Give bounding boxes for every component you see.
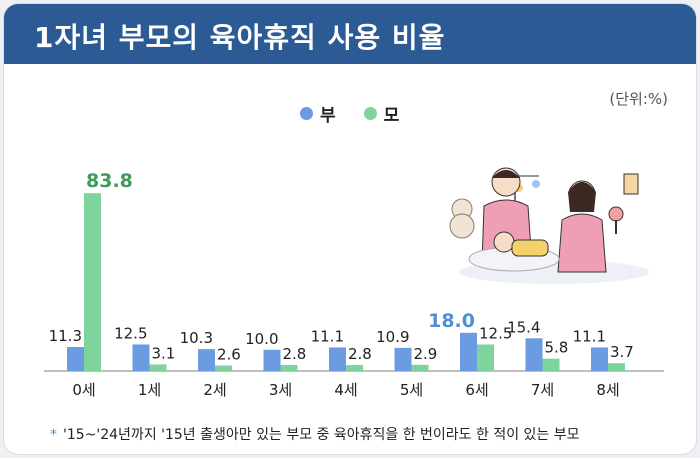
- x-tick-label-2: 2세: [203, 381, 226, 399]
- value-label-father-2: 10.3: [180, 329, 213, 347]
- value-label-mother-0: 83.8: [86, 170, 133, 192]
- value-label-mother-4: 2.8: [348, 345, 372, 363]
- x-tick-label-3: 3세: [269, 381, 292, 399]
- bar-father-6: [460, 332, 477, 371]
- bar-mother-5: [411, 364, 429, 371]
- footnote: * '15~'24년까지 '15년 출생아만 있는 부모 중 육아휴직을 한 번이…: [50, 424, 580, 444]
- value-label-mother-7: 5.8: [545, 339, 569, 357]
- bar-mother-8: [608, 363, 625, 371]
- bar-father-4: [329, 347, 346, 371]
- bar-father-3: [263, 349, 281, 371]
- bar-chart: 11.3 83.8 0세 12.5 3.1 1세 10.32.6 2세 10.0 2.8 3세 11.…: [44, 170, 664, 399]
- legend-label-mother: 모: [383, 106, 400, 126]
- legend-item-mother: 모: [363, 101, 400, 126]
- legend-item-father: 부: [300, 101, 336, 126]
- x-tick-label-1: 1세: [138, 381, 161, 399]
- footnote-text: '15~'24년까지 '15년 출생아만 있는 부모 중 육아휴직을 한 번이라…: [63, 427, 580, 443]
- chart-title: 1자녀 부모의 육아휴직 사용 비율: [34, 21, 446, 54]
- value-label-mother-8: 3.7: [610, 343, 634, 361]
- value-label-mother-6: 12.5: [479, 324, 512, 342]
- x-tick-label-8: 8세: [596, 381, 619, 399]
- value-label-father-3: 10.0: [245, 330, 278, 348]
- x-tick-label-6: 6세: [465, 381, 488, 399]
- bar-mother-6: [477, 344, 494, 371]
- value-label-mother-5: 2.9: [414, 345, 438, 363]
- legend-label-father: 부: [320, 106, 336, 126]
- x-tick-label-7: 7세: [531, 381, 554, 399]
- bar-father-0: [67, 347, 84, 371]
- value-label-father-0: 11.3: [49, 327, 82, 345]
- bar-father-1: [132, 344, 150, 371]
- x-tick-label-0: 0세: [72, 381, 95, 399]
- bar-father-8: [591, 347, 608, 371]
- footnote-marker: *: [50, 427, 57, 443]
- unit-label: (단위:%): [609, 90, 668, 108]
- bar-mother-2: [215, 365, 232, 371]
- value-label-father-6: 18.0: [428, 310, 475, 332]
- title-banner: 1자녀 부모의 육아휴직 사용 비율: [4, 4, 696, 64]
- value-label-father-4: 11.1: [311, 327, 344, 345]
- x-tick-label-4: 4세: [334, 381, 357, 399]
- bar-mother-1: [149, 364, 167, 371]
- legend-swatch-mother: [363, 107, 377, 120]
- bar-mother-0: [84, 193, 101, 371]
- legend: 부 모: [300, 101, 417, 126]
- bar-father-5: [394, 347, 412, 371]
- bar-mother-4: [346, 365, 363, 371]
- bar-father-7: [525, 338, 543, 371]
- bar-mother-7: [542, 358, 560, 371]
- value-label-mother-1: 3.1: [152, 344, 176, 362]
- bar-mother-3: [280, 365, 298, 371]
- infographic-card: 1자녀 부모의 육아휴직 사용 비율 (단위:%) 부 모 1: [4, 4, 696, 454]
- value-label-mother-3: 2.8: [283, 345, 307, 363]
- value-label-father-7: 15.4: [507, 318, 540, 336]
- value-label-father-8: 11.1: [573, 327, 606, 345]
- legend-swatch-father: [300, 107, 313, 120]
- value-label-father-1: 12.5: [114, 324, 147, 342]
- value-label-father-5: 10.9: [376, 328, 409, 346]
- family-illustration: [449, 167, 649, 284]
- bar-father-2: [198, 349, 215, 371]
- value-label-mother-2: 2.6: [217, 345, 241, 363]
- x-tick-label-5: 5세: [400, 381, 423, 399]
